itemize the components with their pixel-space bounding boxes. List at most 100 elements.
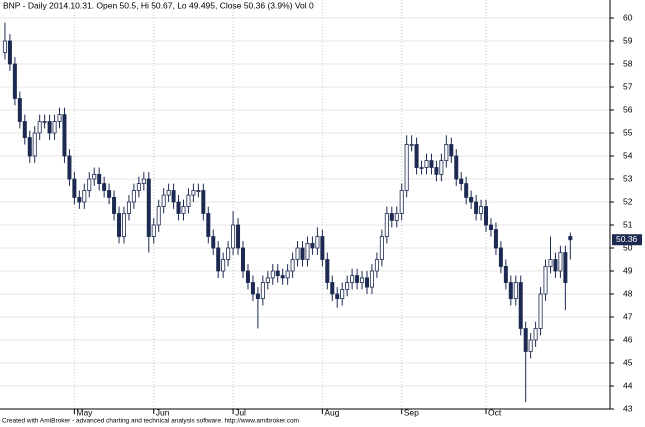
- candle-body: [548, 259, 553, 267]
- y-tick-label: 59: [623, 35, 633, 45]
- candle-body: [236, 224, 241, 249]
- y-tick-label: 55: [623, 127, 633, 137]
- candle-body: [474, 201, 479, 214]
- candle-body: [181, 206, 186, 214]
- candle-body: [57, 114, 62, 122]
- candle-body: [146, 178, 151, 237]
- candle-body: [493, 229, 498, 249]
- candle-body: [310, 242, 315, 249]
- candle-body: [107, 190, 112, 198]
- candle-body: [350, 275, 355, 283]
- chart-title: BNP - Daily 2014.10.31. Open 50.5, Hi 50…: [3, 0, 314, 10]
- x-tick-label: Jun: [156, 407, 170, 417]
- candle-body: [22, 121, 27, 139]
- candle-body: [434, 167, 439, 175]
- candle-body: [226, 247, 231, 260]
- candle-body: [260, 282, 265, 300]
- y-tick-label: 52: [623, 196, 633, 206]
- candle-body: [17, 98, 22, 122]
- candle-body: [161, 194, 166, 208]
- candle-body: [355, 275, 360, 283]
- y-tick-label: 45: [623, 357, 633, 367]
- candle-body: [419, 167, 424, 169]
- candle-body: [275, 270, 280, 276]
- candle-body: [82, 190, 87, 203]
- candle-body: [12, 63, 17, 99]
- candle-body: [285, 270, 290, 279]
- candle-body: [206, 213, 211, 237]
- candle-body: [176, 201, 181, 214]
- candle-body: [47, 121, 52, 134]
- candle-body: [484, 206, 489, 226]
- y-tick-label: 47: [623, 311, 633, 321]
- candle-body: [315, 236, 320, 249]
- candle-body: [533, 328, 538, 341]
- candle-body: [360, 277, 365, 283]
- candle-body: [523, 328, 528, 352]
- candle-body: [112, 196, 117, 214]
- y-tick-label: 51: [623, 219, 633, 229]
- candle-body: [32, 132, 37, 157]
- candle-body: [7, 40, 12, 65]
- y-tick-label: 58: [623, 58, 633, 68]
- candle-body: [265, 277, 270, 283]
- candle-body: [424, 160, 429, 168]
- y-tick-label: 44: [623, 380, 633, 390]
- candle-body: [518, 282, 523, 329]
- candle-body: [513, 282, 518, 300]
- candle-body: [409, 144, 414, 146]
- candle-body: [394, 213, 399, 221]
- candle-body: [67, 155, 72, 180]
- candle-body: [439, 160, 444, 175]
- candle-body: [37, 121, 42, 134]
- candles: [2, 22, 573, 403]
- candle-body: [320, 236, 325, 260]
- candle-body: [117, 213, 122, 237]
- y-tick-label: 49: [623, 265, 633, 275]
- candle-body: [241, 247, 246, 272]
- candle-body: [488, 224, 493, 230]
- candle-body: [414, 144, 419, 168]
- footer: Created with AmiBroker - advanced charti…: [2, 418, 299, 425]
- candle-body: [201, 190, 206, 214]
- candle-body: [2, 40, 7, 53]
- x-tick-label: Sep: [404, 407, 419, 417]
- candle-body: [270, 270, 275, 279]
- candle-body: [250, 282, 255, 295]
- candle-body: [325, 259, 330, 283]
- candle-body: [186, 194, 191, 208]
- candle-body: [295, 247, 300, 260]
- candle-body: [454, 155, 459, 180]
- candle-body: [404, 144, 409, 191]
- candle-body: [221, 259, 226, 272]
- last-price-box: [612, 234, 642, 246]
- candle-body: [389, 213, 394, 221]
- candle-body: [77, 196, 82, 203]
- candle-body: [330, 282, 335, 295]
- y-tick-label: 43: [623, 403, 633, 413]
- y-tick-label: 54: [623, 150, 633, 160]
- candle-body: [211, 236, 216, 249]
- candle-body: [345, 282, 350, 290]
- candle-body: [216, 247, 221, 272]
- candle-body: [121, 213, 126, 237]
- candle-body: [191, 190, 196, 196]
- candle-body: [280, 275, 285, 279]
- candle-body: [429, 160, 434, 168]
- candle-body: [131, 190, 136, 203]
- candle-body: [27, 137, 32, 157]
- candle-body: [464, 183, 469, 198]
- y-tick-label: 50: [623, 242, 633, 252]
- candle-body: [384, 213, 389, 237]
- candle-body: [245, 270, 250, 283]
- candle-body: [503, 265, 508, 283]
- y-tick-label: 48: [623, 288, 633, 298]
- candle-body: [166, 190, 171, 196]
- y-tick-label: 53: [623, 173, 633, 183]
- candle-body: [151, 224, 156, 237]
- candle-body: [52, 121, 57, 134]
- y-tick-label: 57: [623, 81, 633, 91]
- y-tick-label: 56: [623, 104, 633, 114]
- candle-body: [335, 293, 340, 299]
- candle-body: [543, 265, 548, 295]
